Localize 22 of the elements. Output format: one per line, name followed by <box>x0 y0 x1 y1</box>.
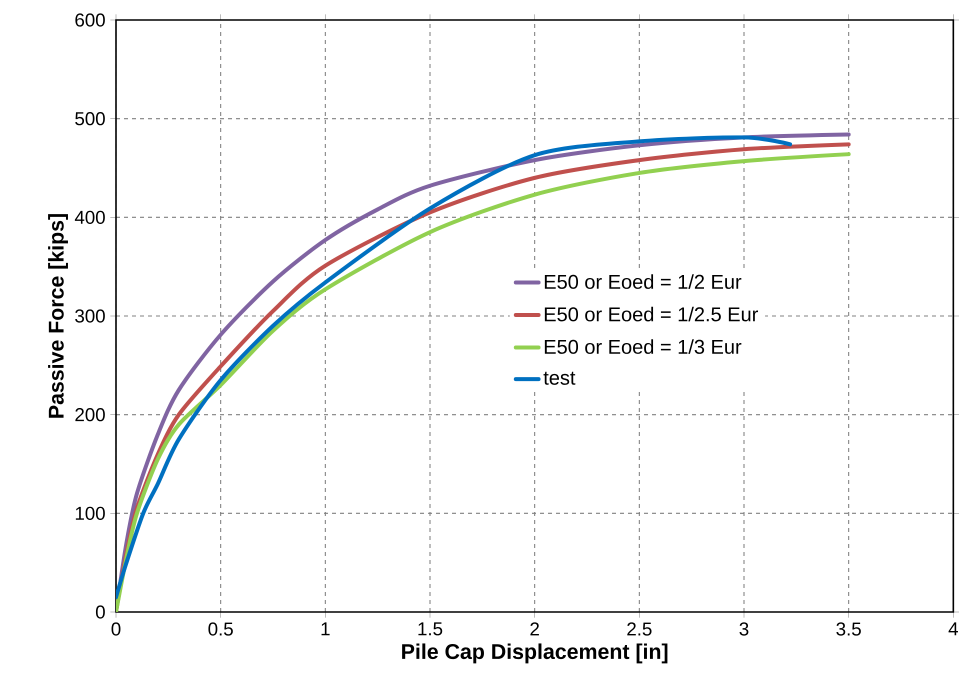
x-tick-label: 1 <box>322 622 330 636</box>
x-tick-label: 4 <box>948 622 958 636</box>
x-tick-label: 0 <box>112 622 120 636</box>
y-tick-label: 600 <box>75 13 105 27</box>
y-tick-label: 500 <box>75 112 105 126</box>
legend-label: test <box>544 372 576 385</box>
legend-label: E50 or Eoed = 1/2.5 Eur <box>544 306 758 322</box>
x-tick-label: 3 <box>740 622 748 636</box>
y-tick-label: 300 <box>75 309 105 323</box>
legend-label: E50 or Eoed = 1/3 Eur <box>544 339 742 354</box>
x-tick-label: 2 <box>530 622 539 636</box>
x-axis-title: Pile Cap Displacement [in] <box>402 643 668 664</box>
x-tick-label: 0.5 <box>208 622 233 636</box>
x-tick-label: 2.5 <box>627 622 652 636</box>
y-axis-title: Passive Force [kips] <box>48 214 68 418</box>
y-tick-label: 400 <box>74 210 105 224</box>
legend-label: E50 or Eoed = 1/2 Eur <box>544 274 742 289</box>
y-tick-label: 100 <box>76 506 105 520</box>
x-tick-label: 1.5 <box>418 622 442 636</box>
y-tick-label: 0 <box>96 605 105 619</box>
y-tick-label: 200 <box>75 408 105 422</box>
x-tick-label: 3.5 <box>836 622 861 636</box>
